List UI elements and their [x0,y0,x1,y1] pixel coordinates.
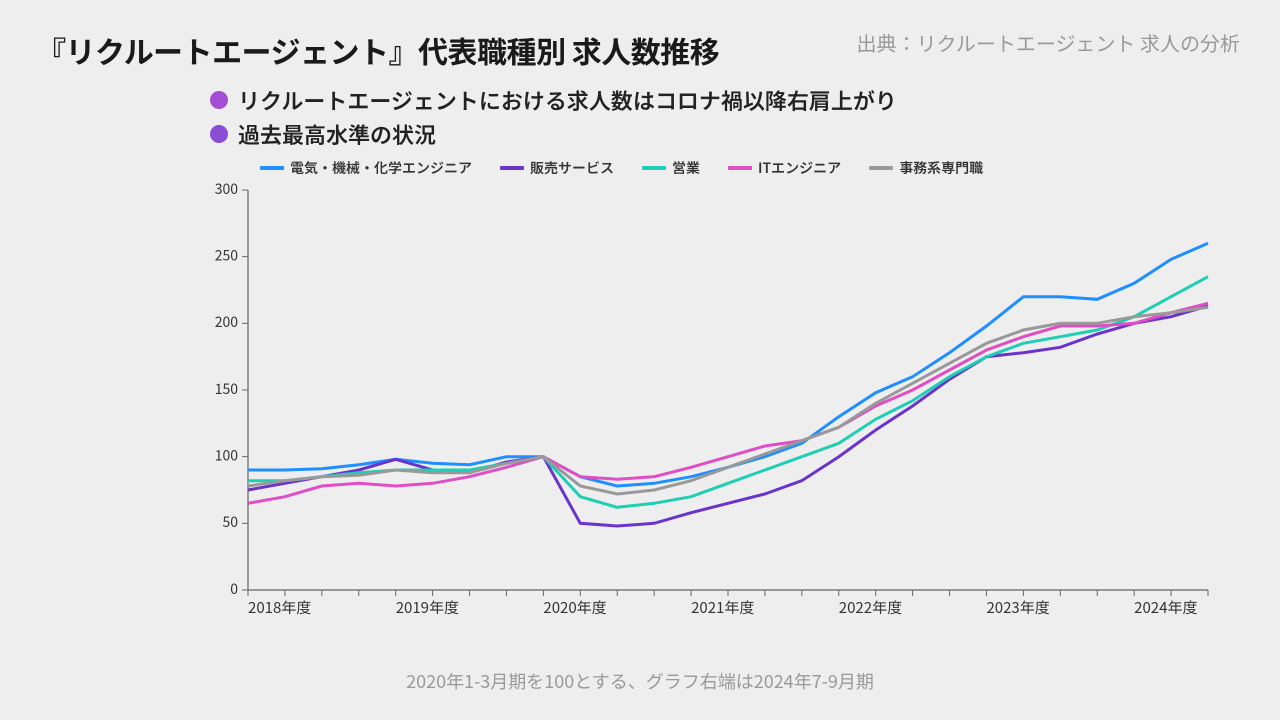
legend-label: 事務系専門職 [899,158,983,178]
legend-swatch [642,166,666,170]
legend-swatch [728,166,752,170]
bullet-item: 過去最高水準の状況 [210,118,897,150]
legend-swatch [869,166,893,170]
legend-item: 電気・機械・化学エンジニア [260,158,472,178]
svg-text:2021年度: 2021年度 [691,597,754,618]
chart-title: 『リクルートエージェント』代表職種別 求人数推移 [36,28,719,72]
svg-text:250: 250 [215,245,239,265]
svg-text:200: 200 [215,312,239,332]
bullet-icon [210,91,228,109]
line-chart: 0 50 100 150 200 250 300 2018年度 2019年度 2020年度 2021… [200,180,1220,620]
svg-text:2019年度: 2019年度 [396,597,459,618]
legend-swatch [500,166,524,170]
legend-label: 電気・機械・化学エンジニア [290,158,472,178]
legend-item: 営業 [642,158,700,178]
legend-item: ITエンジニア [728,158,841,178]
bullet-item: リクルートエージェントにおける求人数はコロナ禍以降右肩上がり [210,84,897,116]
svg-text:2024年度: 2024年度 [1134,597,1197,618]
legend-label: 販売サービス [530,158,614,178]
svg-text:2022年度: 2022年度 [839,597,902,618]
footnote: 2020年1-3月期を100とする、グラフ右端は2024年7-9月期 [0,668,1280,694]
source-citation: 出典：リクルートエージェント 求人の分析 [857,28,1240,57]
bullet-list: リクルートエージェントにおける求人数はコロナ禍以降右肩上がり過去最高水準の状況 [210,84,897,152]
bullet-text: リクルートエージェントにおける求人数はコロナ禍以降右肩上がり [238,84,897,116]
bullet-text: 過去最高水準の状況 [238,118,436,150]
svg-text:2020年度: 2020年度 [543,597,606,618]
legend-item: 事務系専門職 [869,158,983,178]
svg-text:50: 50 [222,512,238,532]
legend-swatch [260,166,284,170]
svg-text:300: 300 [215,180,239,199]
svg-text:0: 0 [230,579,238,599]
bullet-icon [210,125,228,143]
legend: 電気・機械・化学エンジニア 販売サービス 営業 ITエンジニア 事務系専門職 [260,158,983,178]
svg-text:2023年度: 2023年度 [986,597,1049,618]
svg-text:150: 150 [215,379,239,399]
legend-item: 販売サービス [500,158,614,178]
legend-label: 営業 [672,158,700,178]
svg-text:100: 100 [215,445,239,465]
legend-label: ITエンジニア [758,158,841,178]
svg-text:2018年度: 2018年度 [248,597,311,618]
